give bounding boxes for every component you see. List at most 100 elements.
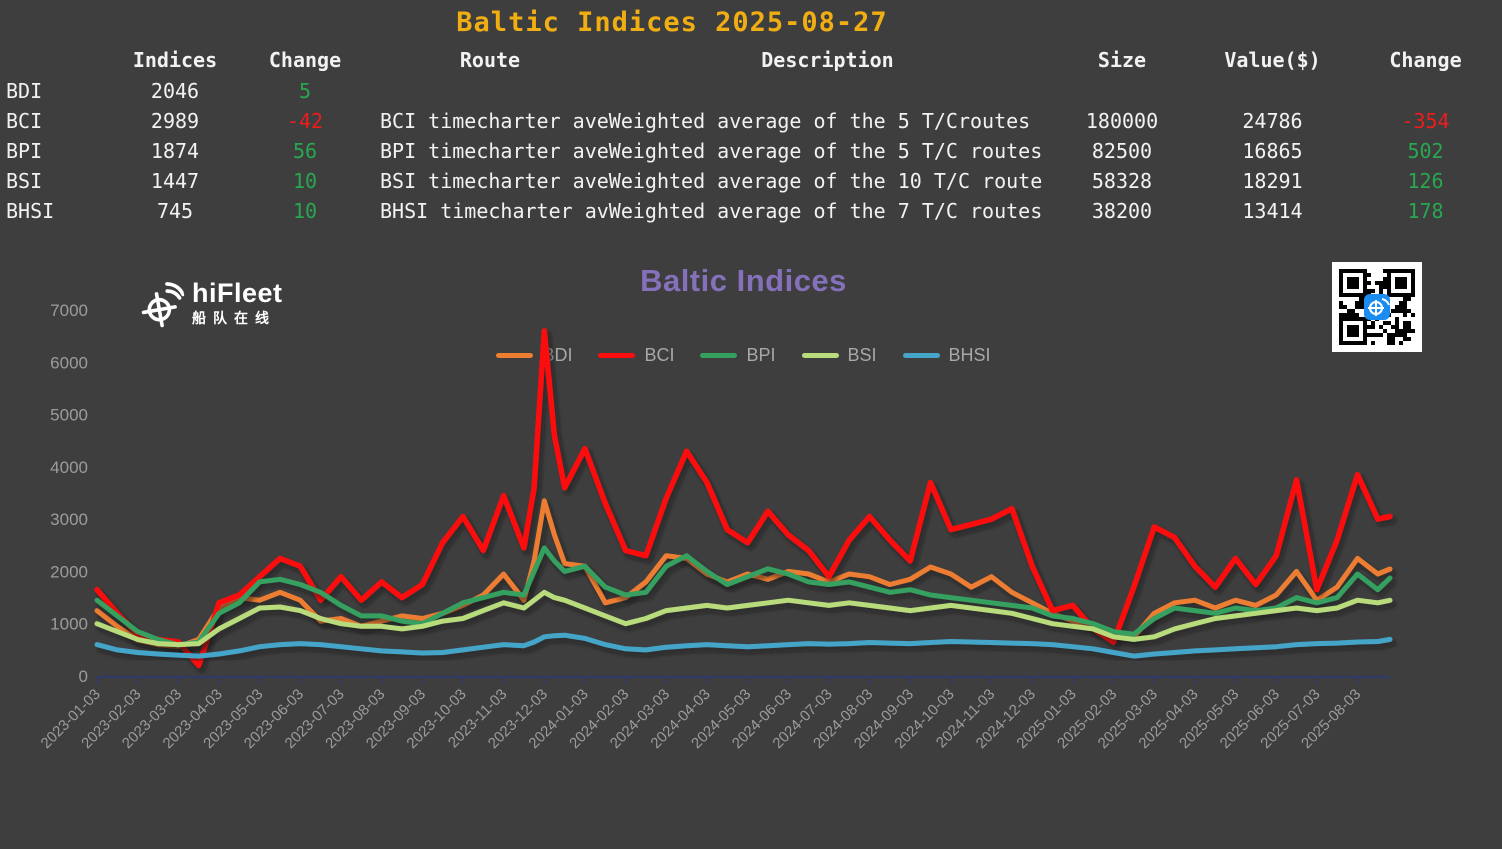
svg-text:2025-04-03: 2025-04-03 [1135,686,1201,752]
table-row-bci: BCI 2989 -42 BCI timecharter aveWeighted… [0,106,1502,136]
dollar-value: 24786 [1242,109,1303,133]
legend-item-bpi[interactable]: BPI [700,344,776,366]
size-value: 180000 [1085,109,1159,133]
brand-name: hiFleet [192,278,283,308]
table-row-bhsi: BHSI 745 10 BHSI timecharter avWeighted … [0,196,1502,226]
description-text: Weighted average of the 5 T/Croutes [608,109,1031,133]
column-header-size: Size [1097,48,1147,72]
svg-text:3000: 3000 [50,510,88,529]
svg-text:2025-03-03: 2025-03-03 [1095,686,1161,752]
column-header-value: Value($) [1224,48,1321,72]
legend-label: BHSI [948,344,991,365]
index-name: BHSI [6,199,55,223]
table-row-bpi: BPI 1874 56 BPI timecharter aveWeighted … [0,136,1502,166]
route-text: BSI timecharter ave [380,169,609,193]
route-description: BHSI timecharter avWeighted average of t… [380,196,1042,226]
svg-text:2024-03-03: 2024-03-03 [607,686,673,752]
bpi-line-swatch-icon [700,352,738,358]
value-change: 126 [1407,169,1444,193]
legend-label: BDI [542,344,573,365]
svg-text:2024-04-03: 2024-04-03 [647,686,713,752]
hifleet-crosshair-icon [136,278,190,336]
legend-label: BCI [644,344,675,365]
svg-text:2024-11-03: 2024-11-03 [933,686,998,751]
series-line-bpi [94,545,1393,648]
chart-legend: BDI BCI BPI BSI BHSI [97,343,1390,367]
qr-code [1332,262,1422,352]
svg-text:2023-11-03: 2023-11-03 [445,686,510,751]
svg-text:2023-02-03: 2023-02-03 [78,686,144,752]
svg-text:2025-02-03: 2025-02-03 [1054,686,1120,752]
svg-text:2000: 2000 [50,562,88,581]
index-value: 1874 [150,139,200,163]
value-change: 502 [1407,139,1444,163]
route-text: BHSI timecharter av [380,199,609,223]
table-row-bdi: BDI 2046 5 [0,76,1502,106]
index-value: 2046 [150,79,200,103]
legend-item-bhsi[interactable]: BHSI [902,344,991,366]
legend-item-bsi[interactable]: BSI [801,344,877,366]
bhsi-line-swatch-icon [902,352,940,358]
bdi-line-swatch-icon [496,352,534,358]
series-line-bci [94,328,1393,669]
legend-label: BPI [746,344,776,365]
svg-text:2023-09-03: 2023-09-03 [363,686,429,752]
route-text: BCI timecharter ave [380,109,609,133]
hifleet-logo: hiFleet 船队在线 [140,280,283,333]
svg-text:2023-03-03: 2023-03-03 [119,686,185,752]
svg-text:2024-05-03: 2024-05-03 [688,686,754,752]
legend-item-bci[interactable]: BCI [598,345,674,366]
index-name: BCI [6,109,43,133]
index-name: BPI [6,139,43,163]
description-text: Weighted average of the 5 T/C routes [608,139,1043,163]
svg-text:2024-07-03: 2024-07-03 [769,686,835,752]
svg-text:2025-06-03: 2025-06-03 [1217,686,1283,752]
svg-text:2025-01-03: 2025-01-03 [1013,686,1079,752]
svg-text:2023-01-03: 2023-01-03 [38,686,104,752]
value-change: 178 [1407,199,1444,223]
index-change: 56 [292,139,318,163]
column-header-change: Change [268,48,342,72]
description-text: Weighted average of the 10 T/C route [608,169,1043,193]
series-line-bhsi [94,632,1393,659]
svg-text:1000: 1000 [50,615,88,634]
svg-text:2023-05-03: 2023-05-03 [200,686,266,752]
svg-text:2024-06-03: 2024-06-03 [729,686,795,752]
legend-item-bdi[interactable]: BDI [496,345,572,366]
table-header-row: Indices Change Route Description Size Va… [0,45,1502,75]
index-change: 5 [298,79,312,103]
route-text: BPI timecharter ave [380,139,609,163]
route-description: BCI timecharter aveWeighted average of t… [380,106,1030,136]
index-change: 10 [292,199,318,223]
page-title: Baltic Indices 2025-08-27 [456,7,888,38]
index-value: 1447 [150,169,200,193]
dollar-value: 16865 [1242,139,1303,163]
index-value: 745 [156,199,194,223]
size-value: 38200 [1091,199,1153,223]
brand-text: hiFleet 船队在线 [192,278,283,326]
svg-text:2024-02-03: 2024-02-03 [566,686,632,752]
legend-label: BSI [847,344,877,365]
svg-text:2025-07-03: 2025-07-03 [1257,686,1323,752]
svg-text:2024-10-03: 2024-10-03 [891,686,957,752]
index-change: -42 [286,109,324,133]
svg-text:2023-08-03: 2023-08-03 [322,686,388,752]
svg-text:6000: 6000 [50,353,88,372]
column-header-indices: Indices [132,48,218,72]
size-value: 82500 [1091,139,1153,163]
column-header-route: Route [459,48,521,72]
dollar-value: 18291 [1242,169,1303,193]
value-change: -354 [1401,109,1450,133]
chart-title: Baltic Indices [640,263,847,298]
route-description: BSI timecharter aveWeighted average of t… [380,166,1042,196]
index-name: BSI [6,169,43,193]
svg-text:2024-09-03: 2024-09-03 [851,686,917,752]
table-row-bsi: BSI 1447 10 BSI timecharter aveWeighted … [0,166,1502,196]
svg-text:2025-08-03: 2025-08-03 [1298,686,1364,752]
svg-text:2023-06-03: 2023-06-03 [241,686,307,752]
svg-text:0: 0 [79,667,88,686]
svg-text:5000: 5000 [50,406,88,425]
size-value: 58328 [1091,169,1153,193]
svg-text:2023-07-03: 2023-07-03 [282,686,348,752]
